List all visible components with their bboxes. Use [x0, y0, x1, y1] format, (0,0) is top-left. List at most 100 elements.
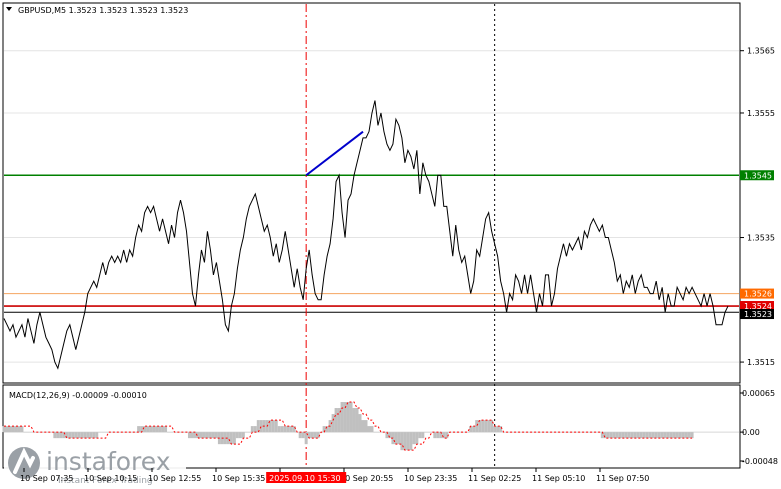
macd-histogram-bar: [11, 426, 15, 433]
price-levels: [4, 174, 739, 313]
macd-histogram-bar: [292, 426, 296, 433]
macd-histogram-bar: [53, 432, 57, 439]
macd-y-axis: 0.00065 0.00 -0.00048: [740, 389, 778, 466]
macd-histogram-bar: [442, 432, 446, 439]
macd-histogram-bar: [137, 426, 141, 433]
macd-histogram-bar: [56, 432, 60, 439]
macd-histogram-bar: [433, 432, 437, 439]
macd-histogram-bar: [439, 432, 443, 439]
symbol-title: GBPUSD,M5 1.3523 1.3523 1.3523 1.3523: [18, 6, 188, 15]
macd-histogram-bar: [202, 432, 206, 439]
macd-histogram-bar: [86, 432, 90, 439]
macd-histogram-bar: [496, 426, 500, 433]
macd-histogram-bar: [238, 432, 242, 439]
macd-histogram-bar: [403, 432, 407, 451]
macd-histogram-bar: [478, 420, 482, 433]
macd-histogram-bar: [17, 426, 21, 433]
macd-histogram-bar: [68, 432, 72, 439]
x-tick-label: 11 Sep 05:10: [532, 474, 585, 483]
macd-histogram-bar: [639, 432, 643, 439]
macd-histogram-bar: [645, 432, 649, 439]
macd-histogram-bar: [331, 414, 335, 433]
macd-histogram-bar: [286, 426, 290, 433]
macd-histogram-bar: [199, 432, 203, 439]
macd-histogram-bar: [5, 426, 9, 433]
x-tick-label: 11 Sep 07:50: [596, 474, 649, 483]
macd-histogram-bar: [657, 432, 661, 439]
macd-histogram-bar: [627, 432, 631, 439]
macd-histogram-bar: [74, 432, 78, 439]
macd-histogram-bar: [669, 432, 673, 439]
level-price-box: [740, 309, 774, 320]
macd-histogram-bar: [77, 432, 81, 439]
chart-menu-icon[interactable]: [6, 7, 12, 11]
macd-histogram-bar: [675, 432, 679, 439]
macd-histogram-bar: [158, 426, 162, 433]
macd-histogram-bar: [187, 432, 191, 439]
macd-histogram-bar: [223, 432, 227, 445]
x-tick-label: 10 Sep 10:15: [84, 474, 137, 483]
macd-histogram-bar: [301, 432, 305, 439]
watermark-tagline: Instant Forex Trading: [58, 476, 153, 486]
macd-histogram-bar: [603, 432, 607, 439]
macd-histogram-bar: [609, 432, 613, 439]
instaforex-logo-icon: [8, 447, 40, 479]
macd-histogram-bar: [8, 426, 12, 433]
macd-histogram-bar: [481, 420, 485, 433]
macd-histogram-bar: [208, 432, 212, 439]
macd-histogram-bar: [445, 432, 449, 439]
price-pane-frame: [2, 2, 741, 384]
macd-histogram-bar: [304, 432, 308, 445]
macd-histogram-bar: [316, 432, 320, 439]
macd-histogram-bar: [361, 420, 365, 433]
macd-histogram-bar: [152, 426, 156, 433]
macd-histogram-bar: [418, 432, 422, 439]
macd-histogram-bar: [232, 432, 236, 445]
macd-histogram-bar: [370, 426, 374, 433]
x-tick-label: 10 Sep 07:35: [20, 474, 73, 483]
macd-histogram-bar: [409, 432, 413, 451]
macd-histogram-bar: [493, 426, 497, 433]
macd-histogram-bar: [412, 432, 416, 445]
macd-histogram-bar: [421, 432, 425, 439]
macd-histogram-bar: [280, 426, 284, 433]
macd-histogram-bar: [307, 432, 311, 439]
macd-histogram-bar: [229, 432, 233, 445]
macd-histogram-bar: [364, 420, 368, 433]
macd-histogram-bar: [618, 432, 622, 439]
macd-histogram-bar: [193, 432, 197, 439]
macd-histogram-bar: [681, 432, 685, 439]
macd-histogram-bar: [606, 432, 610, 439]
macd-histogram-bar: [346, 402, 350, 433]
y-tick-label: 1.3515: [747, 358, 775, 367]
macd-histogram-bar: [95, 432, 99, 439]
trend-line: [305, 130, 364, 177]
macd-histogram-bar: [352, 408, 356, 433]
macd-histogram-bar: [672, 432, 676, 439]
macd-histogram-bar: [259, 420, 263, 433]
vertical-markers: [305, 4, 496, 467]
macd-histogram-bar: [487, 420, 491, 433]
macd-histogram-bar: [621, 432, 625, 439]
macd-tick-label: 0.00: [742, 428, 760, 437]
macd-histogram-bar: [253, 426, 257, 433]
macd-histogram-bar: [490, 420, 494, 433]
macd-histogram-bar: [436, 432, 440, 439]
level-price-box: [740, 170, 774, 181]
macd-histogram-bar: [358, 414, 362, 433]
level-price-label: 1.3524: [744, 302, 772, 311]
macd-histogram-bar: [633, 432, 637, 439]
macd-histogram-bar: [310, 432, 314, 439]
macd-histogram-bar: [394, 432, 398, 445]
macd-histogram-bar: [343, 402, 347, 433]
level-price-label: 1.3526: [744, 290, 772, 299]
macd-histogram-bar: [388, 432, 392, 439]
macd-histogram-bar: [277, 426, 281, 433]
macd-histogram-bar: [289, 426, 293, 433]
macd-histogram-bar: [214, 432, 218, 439]
macd-histogram-bar: [146, 426, 150, 433]
macd-histogram-bar: [161, 426, 165, 433]
price-line: [3, 100, 729, 370]
price-y-axis: 1.3565 1.3555 1.3535 1.3515: [740, 47, 775, 367]
